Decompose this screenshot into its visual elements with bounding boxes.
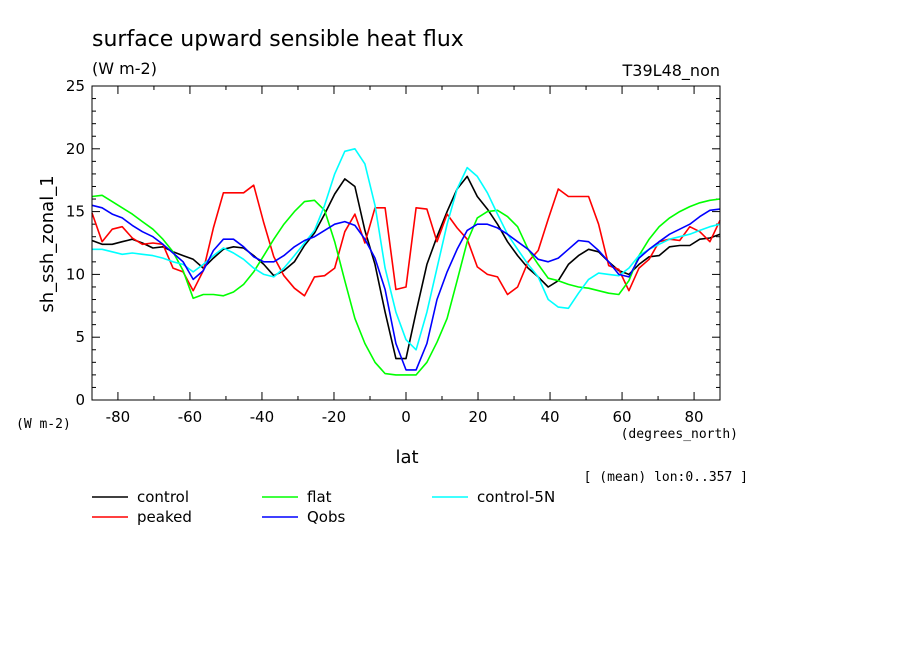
y-axis-label: sh_ssh_zonal_1 xyxy=(37,175,58,312)
plot-lines xyxy=(91,148,721,376)
y-tick-label: 0 xyxy=(75,391,85,409)
y-tick-label: 20 xyxy=(66,140,85,158)
y-tick-label: 10 xyxy=(66,265,85,283)
plot-frame xyxy=(91,85,721,401)
y-units-label: (W m-2) xyxy=(16,417,71,432)
legend-label-peaked: peaked xyxy=(137,508,192,526)
y-tick-label: 15 xyxy=(66,203,85,221)
legend-label-control-5n: control-5N xyxy=(477,488,555,506)
x-tick-label: 20 xyxy=(468,408,487,426)
mean-note: [ (mean) lon:0..357 ] xyxy=(584,470,748,485)
x-units-label: (degrees_north) xyxy=(621,427,738,442)
legend-label-flat: flat xyxy=(307,488,332,506)
chart-units: (W m-2) xyxy=(92,59,157,78)
legend-label-control: control xyxy=(137,488,189,506)
x-tick-label: 60 xyxy=(613,408,632,426)
axis-ticks: -80 -60 -40 -20 0 20 40 60 80 0 5 10 15 20 25 xyxy=(66,77,720,426)
legend: control peaked flat Qobs control-5N xyxy=(92,488,555,526)
y-tick-label: 5 xyxy=(75,328,85,346)
series-line-control-5n xyxy=(92,148,721,351)
series-line-qobs xyxy=(91,204,721,371)
x-tick-label: -20 xyxy=(322,408,347,426)
x-axis-label: lat xyxy=(395,447,418,468)
x-tick-label: -40 xyxy=(250,408,275,426)
x-tick-label: -60 xyxy=(178,408,203,426)
y-tick-label: 25 xyxy=(66,77,85,95)
legend-label-qobs: Qobs xyxy=(307,508,346,526)
series-line-flat xyxy=(91,194,721,376)
run-label: T39L48_non xyxy=(622,61,720,81)
series-line-peaked xyxy=(91,184,721,297)
x-tick-label: 80 xyxy=(685,408,704,426)
x-tick-label: 40 xyxy=(540,408,559,426)
x-tick-label: 0 xyxy=(401,408,411,426)
x-tick-label: -80 xyxy=(106,408,131,426)
chart-title: surface upward sensible heat flux xyxy=(92,27,464,52)
